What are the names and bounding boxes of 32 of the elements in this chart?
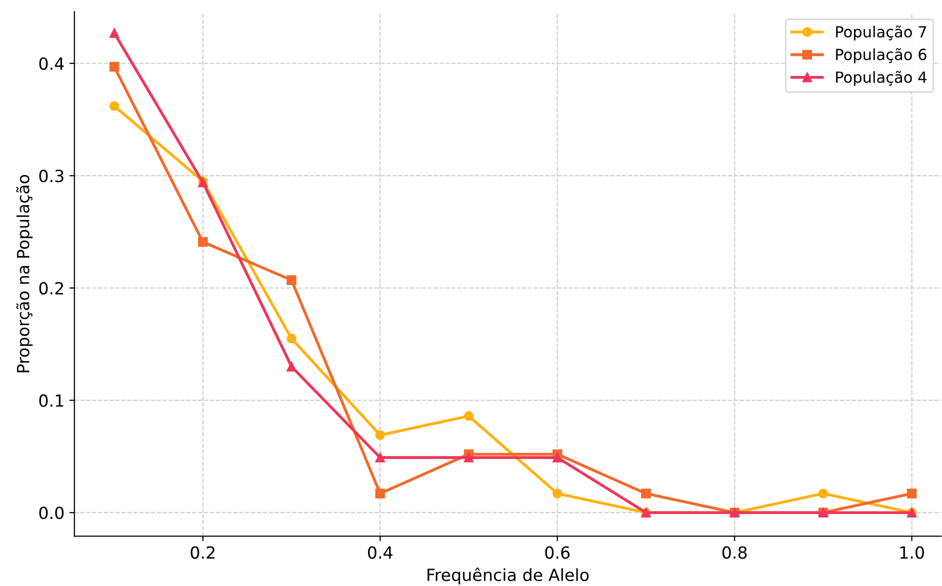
y-tick-label: 0.0 — [39, 506, 64, 520]
legend-label: População 7 — [836, 25, 926, 41]
x-tick-label: 0.6 — [545, 546, 570, 559]
point — [375, 452, 385, 462]
point — [464, 411, 474, 421]
point — [109, 101, 120, 111]
point — [552, 488, 562, 498]
point — [552, 452, 562, 462]
y-tick-label: 0.3 — [39, 170, 64, 182]
point — [286, 334, 296, 344]
point — [198, 237, 208, 247]
point — [464, 452, 474, 462]
point — [641, 488, 651, 498]
point — [286, 362, 296, 372]
y-tick-label: 0.4 — [39, 57, 64, 70]
point — [375, 430, 385, 440]
point — [818, 488, 828, 498]
x-axis-title: Frequência de Alelo — [428, 568, 589, 584]
legend-label: População 6 — [836, 48, 926, 64]
y-tick-label: 0.2 — [39, 282, 64, 295]
legend-label: População 4 — [836, 70, 926, 86]
x-tick-label: 0.4 — [368, 546, 392, 559]
y-tick-label: 0.1 — [39, 394, 64, 407]
point — [109, 28, 120, 38]
point — [375, 488, 385, 498]
x-tick-label: 0.2 — [190, 546, 214, 559]
y-axis-title: Proporção na População — [16, 174, 33, 372]
point — [109, 62, 120, 72]
x-tick-label: 0.8 — [722, 546, 747, 559]
x-tick-label: 1.0 — [900, 546, 924, 559]
point — [286, 275, 296, 285]
point — [906, 488, 917, 498]
